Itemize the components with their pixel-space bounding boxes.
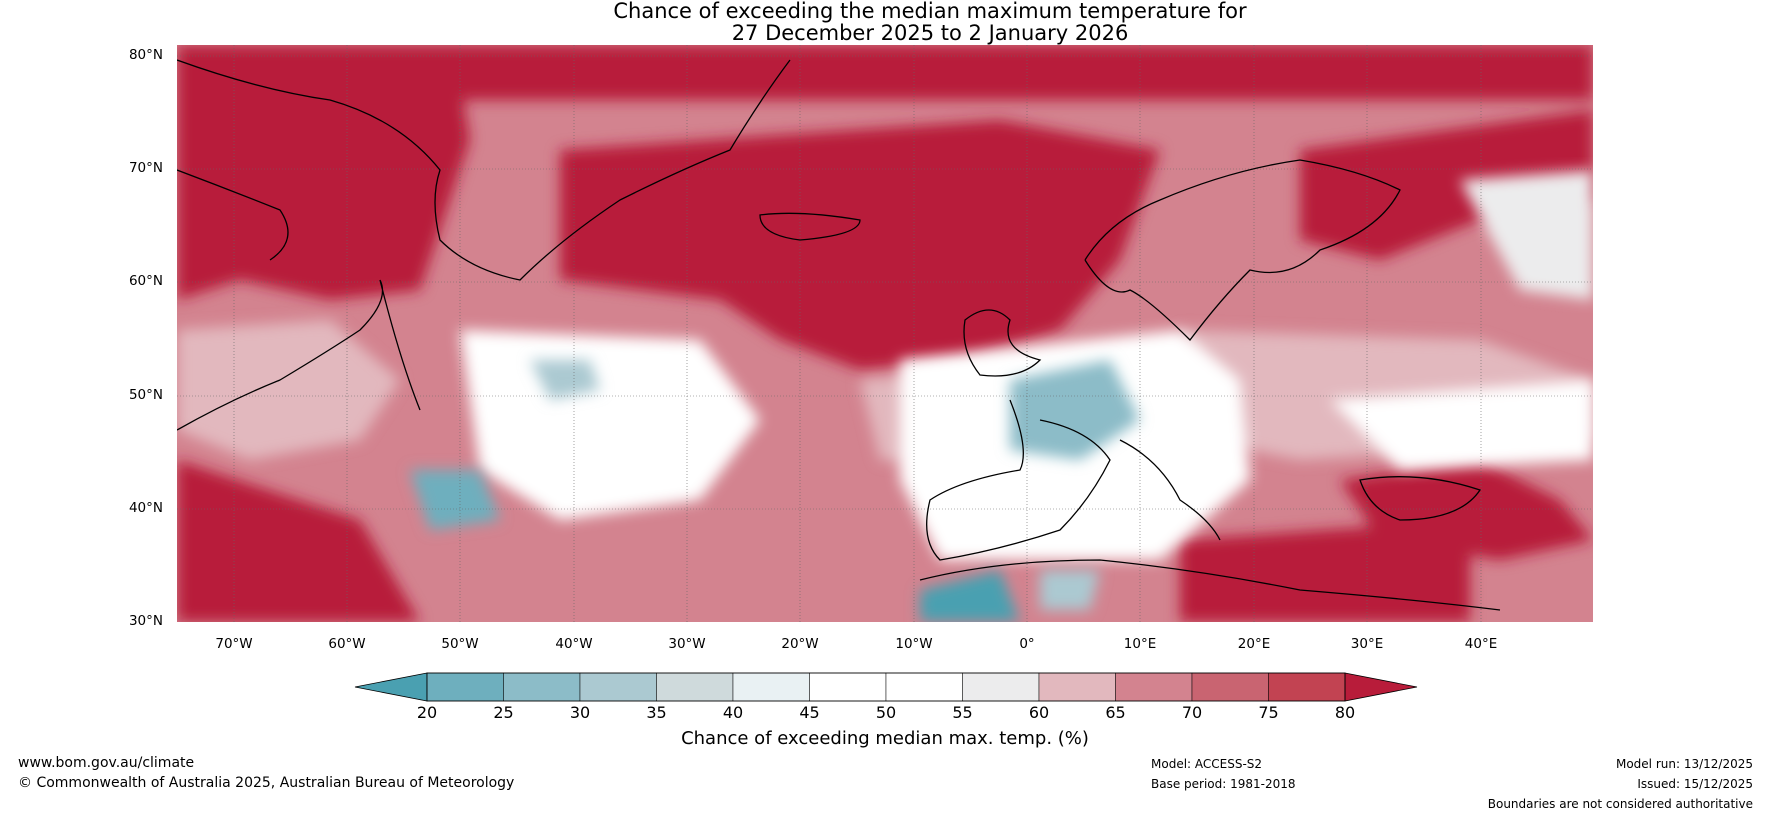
lat-label-60n: 60°N [128,273,163,289]
colorbar-segment [885,672,963,702]
baffin-coast [177,169,289,261]
newfoundland-mild-region [177,320,400,460]
colorbar-tick-label: 75 [1258,703,1279,722]
lon-label-40e: 40°E [1464,636,1498,652]
russia-neutral-region [1460,170,1593,300]
colorbar-label: Chance of exceeding median max. temp. (%… [681,728,1089,749]
colorbar-segment [426,672,504,702]
colorbar-tick-label: 45 [799,703,820,722]
colorbar-segment [809,672,887,702]
lat-label-80n: 80°N [128,47,163,63]
iberia-coast [926,399,1111,561]
eastern-europe-neutral-region [1330,380,1593,470]
colorbar-segment [579,672,657,702]
colorbar-tick-label: 25 [493,703,514,722]
lon-label-20e: 20°E [1237,636,1271,652]
greenland-coast [177,59,791,281]
lon-label-20w: 20°W [781,636,819,652]
colorbar-segment [732,672,810,702]
map-gridlines [177,45,1593,622]
colorbar-segment [962,672,1040,702]
map-title-line1: Chance of exceeding the median maximum t… [613,0,1247,23]
footer-model: Model: ACCESS-S2 [1151,757,1263,771]
lon-label-10e: 10°E [1123,636,1157,652]
lat-label-70n: 70°N [128,160,163,176]
colorbar-tick-label: 55 [952,703,973,722]
colorbar-segment [1268,672,1346,702]
footer-copyright: © Commonwealth of Australia 2025, Austra… [18,775,515,791]
lat-label-40n: 40°N [128,500,163,516]
france-cool-region [1010,360,1140,460]
coastlines [177,59,1501,611]
lat-label-30n: 30°N [128,613,163,629]
greenland-west-warm-region [177,60,470,300]
colorbar-segment [1115,672,1193,702]
italy-coast [1119,439,1221,541]
lat-label-50n: 50°N [128,387,163,403]
north-africa-coast [919,559,1501,611]
colorbar-tick-label: 30 [569,703,591,722]
scandinavia-coast [1084,159,1401,341]
morocco-cool-region [920,570,1020,622]
colorbar-tick-label: 70 [1181,703,1203,722]
colorbar-tick-label: 40 [722,703,744,722]
colorbar-tick-label: 80 [1334,703,1356,722]
atlantic-cool-patch-1 [530,360,600,400]
colorbar-tick-label: 65 [1105,703,1126,722]
southwest-warm-region [177,460,420,622]
colorbar-tick-label: 35 [646,703,667,722]
colorbar-segment [1191,672,1269,702]
lon-label-60w: 60°W [328,636,366,652]
footer-issued: Issued: 15/12/2025 [1637,777,1753,791]
colorbar-extend-low [354,672,428,702]
iceland-coast [759,212,861,241]
lon-label-10w: 10°W [895,636,933,652]
colorbar-tick-label: 60 [1028,703,1050,722]
footer-model-run: Model run: 13/12/2025 [1615,757,1753,771]
north-america-coast [177,279,421,431]
lon-label-70w: 70°W [215,636,253,652]
central-atlantic-neutral-region [460,330,760,520]
colorbar-segment [503,672,581,702]
north-africa-warm-region [1180,520,1470,622]
lon-label-50w: 50°W [441,636,479,652]
algeria-cool-patch [1040,570,1100,610]
north-atlantic-warm-region [560,120,1160,370]
map-title-line2: 27 December 2025 to 2 January 2026 [731,21,1129,45]
black-sea-coast [1359,476,1482,521]
colorbar-tick-label: 20 [416,703,438,722]
colorbar-segment [1038,672,1116,702]
lon-label-0: 0° [1019,636,1035,652]
atlantic-cool-patch-2 [410,470,500,530]
footer-disclaimer: Boundaries are not considered authoritat… [1487,797,1753,811]
lon-label-40w: 40°W [555,636,593,652]
colorbar-segment [656,672,734,702]
footer-website: www.bom.gov.au/climate [18,755,195,771]
colorbar-tick-label: 50 [875,703,897,722]
british-isles-coast [963,309,1042,377]
footer-base-period: Base period: 1981-2018 [1151,777,1296,791]
colorbar-extend-high [1344,672,1418,702]
lon-label-30e: 30°E [1350,636,1384,652]
lon-label-30w: 30°W [668,636,706,652]
black-sea-warm-region [1340,460,1593,560]
